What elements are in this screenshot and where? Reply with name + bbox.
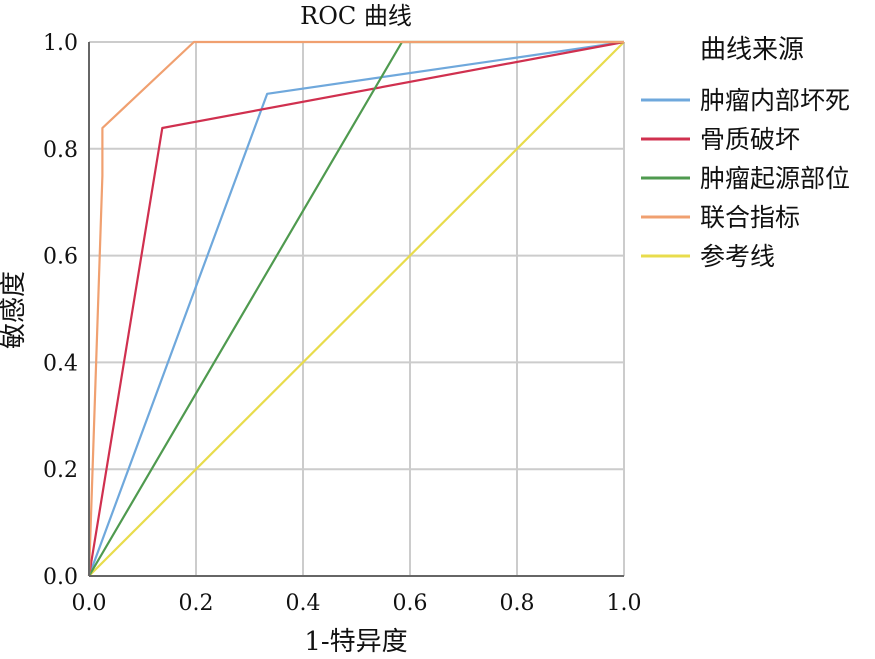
x-tick-label: 0.2	[179, 591, 214, 616]
x-tick-label: 0.4	[286, 591, 321, 616]
series-line-4	[87, 40, 624, 577]
x-tick-label: 0.0	[72, 591, 107, 616]
y-tick-label: 1.0	[43, 31, 78, 56]
y-tick-label: 0.4	[43, 351, 78, 376]
y-tick-label: 0.2	[43, 458, 78, 483]
series-line-5	[88, 41, 625, 577]
series-line-2	[87, 40, 625, 577]
series-layer	[87, 40, 625, 577]
y-tick-label: 0.0	[43, 565, 78, 590]
series-line-1	[87, 40, 625, 577]
y-axis-title: 敏感度	[0, 271, 29, 349]
legend-label: 肿瘤内部坏死	[700, 86, 850, 115]
legend-label: 参考线	[700, 242, 775, 271]
chart-title: ROC 曲线	[300, 2, 412, 30]
legend-title: 曲线来源	[700, 35, 804, 65]
axis-layer	[88, 42, 624, 577]
x-axis-title: 1-特异度	[304, 627, 407, 657]
y-tick-label: 0.8	[43, 138, 78, 163]
x-tick-label: 1.0	[607, 591, 642, 616]
tick-layer: 0.0 0.2 0.4 0.6 0.8 1.0 0.0 0.2 0.4 0.6 0.8 1.0	[43, 31, 642, 616]
legend-label: 联合指标	[700, 203, 800, 232]
y-tick-label: 0.6	[43, 245, 78, 270]
x-tick-label: 0.6	[393, 591, 428, 616]
x-tick-label: 0.8	[500, 591, 535, 616]
legend-label: 骨质破坏	[700, 125, 800, 154]
legend-label: 肿瘤起源部位	[700, 164, 850, 193]
